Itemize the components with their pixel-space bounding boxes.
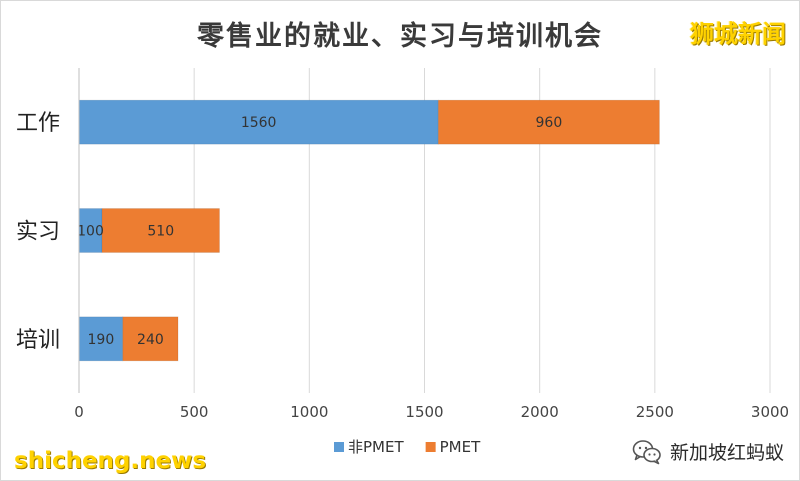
y-category-label: 培训 [16,328,60,353]
wechat-account: 新加坡红蚂蚁 [632,438,784,465]
x-tick-label: 3000 [751,403,789,421]
brand-watermark-top: 狮城新闻 [690,20,786,48]
legend-label: 非PMET [348,438,404,456]
data-label: 960 [536,115,563,131]
x-tick-label: 0 [74,403,84,421]
data-label: 510 [147,224,174,240]
data-label: 190 [88,332,115,348]
x-tick-label: 2000 [521,403,559,421]
x-tick-label: 1000 [290,403,328,421]
wechat-icon [632,439,661,464]
data-labels: 1560 960 100 510 190 240 [77,115,562,348]
x-tick-label: 500 [180,403,209,421]
legend: 非PMET PMET [334,438,481,456]
bar-segment [437,99,660,145]
bar-segment [101,208,221,253]
legend-swatch [425,442,436,452]
x-tick-label: 1500 [405,403,443,421]
wechat-account-name: 新加坡红蚂蚁 [669,442,784,464]
x-tick-label: 2500 [636,403,674,421]
y-category-label: 工作 [16,111,60,136]
y-category-label: 实习 [16,220,60,245]
data-label: 240 [137,332,164,348]
chart-title: 零售业的就业、实习与培训机会 [197,21,603,52]
brand-watermark-bottom: shicheng.news [14,448,207,474]
bar-segment [122,316,179,362]
legend-swatch [334,442,344,452]
data-label: 100 [77,224,104,240]
bars [78,99,660,362]
data-label: 1560 [241,115,277,131]
legend-label: PMET [440,438,481,456]
